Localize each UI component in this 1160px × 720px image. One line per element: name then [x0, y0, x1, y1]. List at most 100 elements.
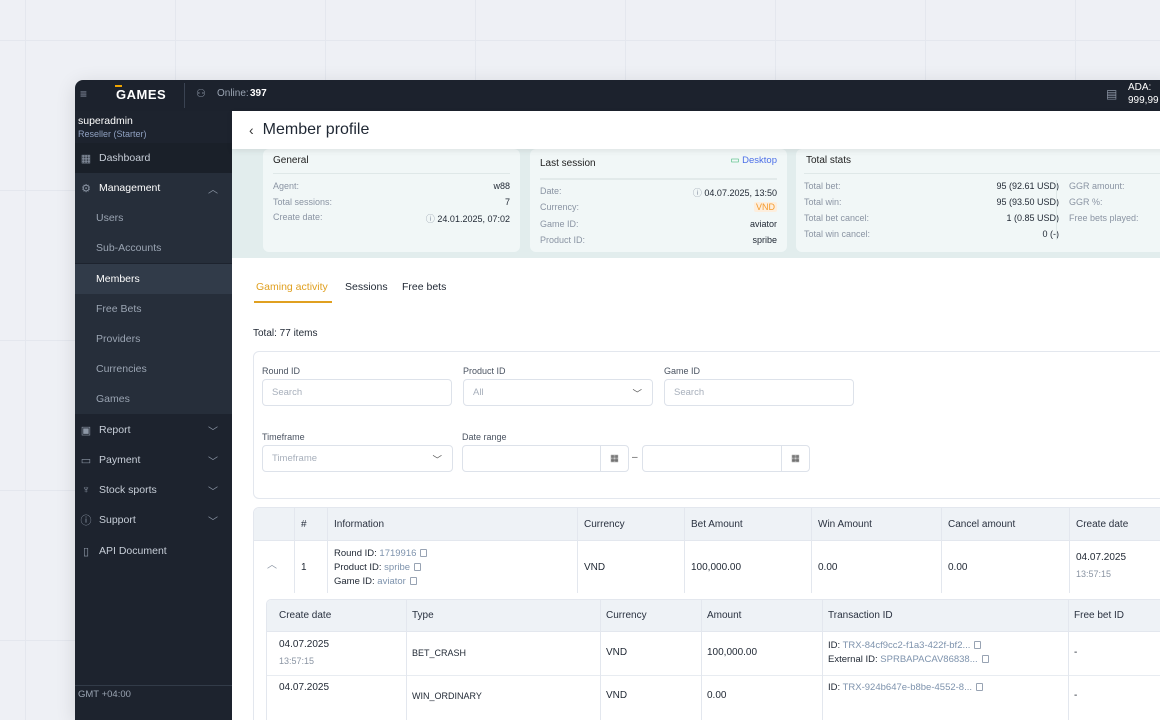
free-bet-id: -: [1074, 690, 1078, 701]
value: aviator: [749, 219, 777, 229]
free-bets-label: Free bets played:: [1069, 213, 1139, 223]
sidebar-label: Dashboard: [99, 152, 151, 164]
product-row: Product ID: spribe: [540, 235, 777, 245]
sidebar: superadmin Reseller (Starter) ▦ Dashboard…: [75, 111, 232, 720]
sidebar-item-report[interactable]: ▣ Report ﹀: [75, 415, 232, 445]
report-icon: ▣: [80, 424, 92, 437]
sidebar-label: Report: [99, 424, 131, 436]
sidebar-item-providers[interactable]: Providers: [75, 324, 232, 354]
divider: [1056, 180, 1057, 240]
sidebar-item-currencies[interactable]: Currencies: [75, 354, 232, 384]
round-id-label: Round ID: [262, 366, 301, 376]
subtable-header: [267, 600, 1160, 632]
last-session-card: Last session ▭ Desktop Date: ⓘ 04.07.2025…: [530, 149, 787, 252]
type: WIN_ORDINARY: [412, 691, 482, 701]
column-header: Information: [334, 519, 385, 530]
sidebar-label: Sub-Accounts: [96, 242, 162, 254]
timeframe-select[interactable]: Timeframe ﹀: [262, 445, 453, 472]
top-bar: ≡ GAMES ⚇ Online: 397 ▤ ADA: 999,99: [75, 80, 1160, 111]
tab-sessions[interactable]: Sessions: [345, 281, 388, 293]
activity-table: # Information Currency Bet Amount Win Am…: [253, 507, 1160, 720]
label: Game ID:: [540, 219, 579, 229]
sidebar-item-management[interactable]: ⚙ Management ︿: [75, 173, 232, 203]
info-icon: ⓘ: [692, 188, 705, 198]
copy-icon[interactable]: [976, 683, 984, 692]
sidebar-label: Currencies: [96, 363, 147, 375]
create-time: 13:57:15: [279, 656, 315, 666]
label: ID:: [828, 640, 841, 651]
label: Agent:: [273, 181, 300, 191]
create-time: 13:57:15: [1076, 569, 1112, 579]
copy-icon[interactable]: [420, 549, 428, 558]
balance-value: 999,99: [1128, 95, 1159, 106]
round-id-input[interactable]: Search: [262, 379, 452, 406]
chevron-down-icon: ﹀: [208, 426, 218, 438]
desktop-icon: ▭: [730, 155, 743, 166]
transaction-id: TRX-84cf9cc2-f1a3-422f-bf2...: [842, 640, 971, 651]
menu-icon[interactable]: ≡: [80, 87, 88, 101]
label: Game ID:: [334, 576, 375, 587]
sidebar-item-users[interactable]: Users: [75, 203, 232, 233]
sidebar-item-free-bets[interactable]: Free Bets: [75, 294, 232, 324]
label: Product ID:: [540, 235, 586, 245]
column-header: Free bet ID: [1074, 610, 1125, 621]
sidebar-item-games[interactable]: Games: [75, 384, 232, 414]
currency: VND: [606, 647, 628, 658]
online-label: Online:: [217, 88, 249, 99]
tab-gaming-activity[interactable]: Gaming activity: [256, 281, 328, 293]
row-number: 1: [301, 562, 307, 573]
page-title: Member profile: [262, 121, 370, 138]
column-header: Currency: [606, 610, 647, 621]
column-header: Transaction ID: [828, 610, 893, 621]
select-value: Timeframe: [272, 453, 318, 464]
user-name: superadmin: [78, 115, 133, 127]
tab-free-bets[interactable]: Free bets: [402, 281, 447, 293]
column-header: Create date: [1076, 519, 1129, 530]
document-icon: ▯: [82, 545, 90, 558]
date-row: Date: ⓘ 04.07.2025, 13:50: [540, 186, 777, 199]
copy-icon[interactable]: [981, 655, 989, 664]
sidebar-item-members[interactable]: Members: [75, 264, 232, 294]
ggr-amount-label: GGR amount:: [1069, 181, 1125, 191]
select-value: All: [473, 387, 484, 398]
value: 95 (92.61 USD): [996, 181, 1059, 191]
sidebar-item-sub-accounts[interactable]: Sub-Accounts: [75, 233, 232, 263]
app-window: ≡ GAMES ⚇ Online: 397 ▤ ADA: 999,99 supe…: [75, 80, 1160, 720]
copy-icon[interactable]: [409, 577, 417, 586]
row-divider: [267, 675, 1160, 676]
external-id: SPRBAPACAV86838...: [880, 654, 978, 665]
calendar-icon[interactable]: ▦: [781, 446, 809, 471]
calendar-icon[interactable]: ▦: [600, 446, 628, 471]
summary-cards: General Agent: w88 Total sessions: 7 Creat…: [232, 149, 1160, 258]
product-id-select[interactable]: All ﹀: [463, 379, 653, 406]
divider: [804, 173, 1160, 174]
transaction-ids: ID: TRX-924b647e-b8be-4552-8...: [828, 682, 984, 693]
sidebar-item-api-document[interactable]: ▯ API Document: [75, 536, 232, 566]
collapse-icon[interactable]: ︿: [267, 560, 277, 571]
sidebar-label: API Document: [99, 545, 167, 557]
dashboard-icon: ▦: [80, 152, 92, 165]
label: Total sessions:: [273, 197, 333, 207]
sidebar-item-support[interactable]: ⓘ Support ﹀: [75, 505, 232, 535]
sidebar-item-dashboard[interactable]: ▦ Dashboard: [75, 143, 232, 173]
win-amount: 0.00: [818, 562, 838, 573]
users-icon: ⚇: [196, 88, 206, 100]
back-icon[interactable]: ‹: [249, 122, 254, 138]
label: External ID:: [828, 654, 878, 665]
value: 0 (-): [1042, 229, 1060, 239]
date-to-input[interactable]: ▦: [642, 445, 810, 472]
sidebar-label: Stock sports: [99, 484, 157, 496]
sidebar-item-payment[interactable]: ▭ Payment ﹀: [75, 445, 232, 475]
game-id-input[interactable]: Search: [664, 379, 854, 406]
amount: 100,000.00: [707, 647, 758, 658]
label: Currency:: [540, 202, 580, 212]
sessions-row: Total sessions: 7: [273, 197, 510, 207]
copy-icon[interactable]: [414, 563, 422, 572]
sidebar-item-stock-sports[interactable]: ♆ Stock sports ﹀: [75, 475, 232, 505]
create-date-row: Create date: ⓘ 24.01.2025, 07:02: [273, 212, 510, 225]
copy-icon[interactable]: [974, 641, 982, 650]
date-from-input[interactable]: ▦: [462, 445, 629, 472]
transactions-subtable: Create date Type Currency Amount Transac…: [266, 599, 1160, 720]
total-count: Total: 77 items: [253, 328, 318, 339]
value: 24.01.2025, 07:02: [437, 214, 510, 224]
